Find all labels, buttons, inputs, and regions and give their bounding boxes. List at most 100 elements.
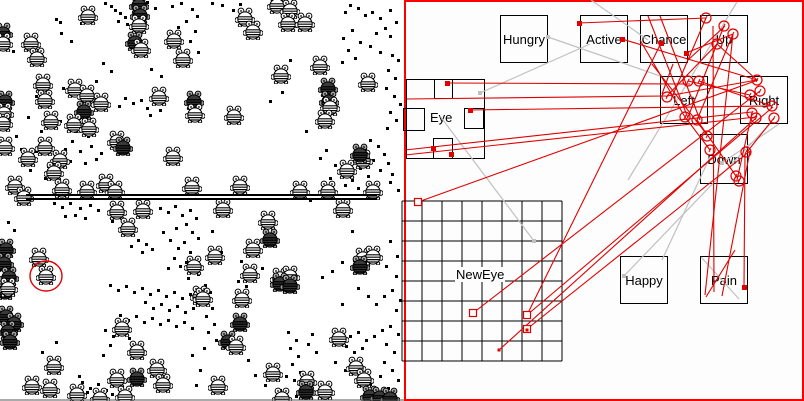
food-dot <box>64 215 67 218</box>
food-dot <box>168 309 171 312</box>
neuron-box-active[interactable]: Active <box>580 15 628 63</box>
neuron-box-happy[interactable]: Happy <box>620 256 668 304</box>
food-dot <box>237 280 240 283</box>
food-dot <box>357 187 360 190</box>
food-dot <box>397 379 400 382</box>
food-dot <box>128 337 131 340</box>
food-dot <box>74 214 77 217</box>
neuron-box-pain[interactable]: Pain <box>700 256 748 304</box>
food-dot <box>133 291 136 294</box>
food-dot <box>396 255 399 258</box>
food-dot <box>395 275 398 278</box>
food-dot <box>315 351 318 354</box>
food-dot <box>220 251 223 254</box>
food-dot <box>173 291 176 294</box>
food-dot <box>154 7 157 10</box>
food-dot <box>319 157 322 160</box>
food-dot <box>110 5 113 8</box>
food-dot <box>40 130 43 133</box>
food-dot <box>351 29 354 32</box>
food-dot <box>385 265 388 268</box>
food-dot <box>379 17 382 20</box>
food-dot <box>150 68 153 71</box>
food-dot <box>321 276 324 279</box>
food-dot <box>146 1 149 4</box>
food-dot <box>109 344 112 347</box>
food-dot <box>187 277 190 280</box>
eye-sub-box-1[interactable] <box>403 108 425 131</box>
eye-sub-box-0[interactable] <box>434 79 453 99</box>
neuron-box-label: Chance <box>641 31 687 47</box>
selection-circle <box>29 260 63 292</box>
food-dot <box>349 335 352 338</box>
food-dot <box>145 243 148 246</box>
food-dot <box>41 351 44 354</box>
food-dot <box>240 260 243 263</box>
neuron-box-right[interactable]: Right <box>740 76 788 124</box>
food-dot <box>61 206 64 209</box>
food-dot <box>375 32 378 35</box>
food-dot <box>389 35 392 38</box>
food-dot <box>211 230 214 233</box>
food-dot <box>232 9 235 12</box>
food-dot <box>12 50 15 53</box>
food-dot <box>287 331 290 334</box>
food-dot <box>344 11 347 14</box>
food-dot <box>364 14 367 17</box>
food-dot <box>203 347 206 350</box>
food-dot <box>289 59 292 62</box>
food-dot <box>367 295 370 298</box>
food-dot <box>126 23 129 26</box>
food-dot <box>119 314 122 317</box>
food-dot <box>195 384 198 387</box>
food-dot <box>209 291 212 294</box>
food-dot <box>151 248 154 251</box>
food-dot <box>130 245 133 248</box>
neuron-box-label: Down <box>707 151 741 167</box>
eye-sub-box-3[interactable] <box>433 138 453 159</box>
world-panel[interactable] <box>0 0 404 401</box>
food-dot <box>118 105 121 108</box>
food-dot <box>55 18 58 21</box>
food-dot <box>389 9 392 12</box>
food-dot <box>345 345 348 348</box>
food-dot <box>389 325 392 328</box>
food-dot <box>295 395 298 398</box>
food-dot <box>397 189 400 192</box>
food-dot <box>175 227 178 230</box>
food-dot <box>117 289 120 292</box>
food-dot <box>309 199 312 202</box>
food-dot <box>59 21 62 24</box>
neuron-box-chance[interactable]: Chance <box>640 15 688 63</box>
food-dot <box>78 375 81 378</box>
food-dot <box>167 267 170 270</box>
food-dot <box>353 351 356 354</box>
food-dot <box>177 26 180 29</box>
neuron-box-up[interactable]: Up <box>700 15 748 63</box>
food-dot <box>169 239 172 242</box>
food-dot <box>351 230 354 233</box>
food-dot <box>114 9 117 12</box>
neuron-box-hungry[interactable]: Hungry <box>500 15 548 63</box>
food-dot <box>189 40 192 43</box>
food-dot <box>70 40 73 43</box>
neuron-box-label: Pain <box>710 272 738 288</box>
food-dot <box>369 45 372 48</box>
food-dot <box>104 329 107 332</box>
food-dot <box>175 325 178 328</box>
food-dot <box>391 54 394 57</box>
world-bottom-edge <box>0 399 404 401</box>
food-dot <box>281 91 284 94</box>
food-dot <box>84 217 87 220</box>
food-dot <box>29 169 32 172</box>
food-dot <box>254 374 257 377</box>
neuron-box-left[interactable]: Left <box>660 76 708 124</box>
neuron-box-down[interactable]: Down <box>700 134 748 184</box>
food-dot <box>213 323 216 326</box>
food-dot <box>160 303 163 306</box>
eye-sub-box-2[interactable] <box>464 108 484 129</box>
food-dot <box>185 223 188 226</box>
food-dot <box>395 21 398 24</box>
